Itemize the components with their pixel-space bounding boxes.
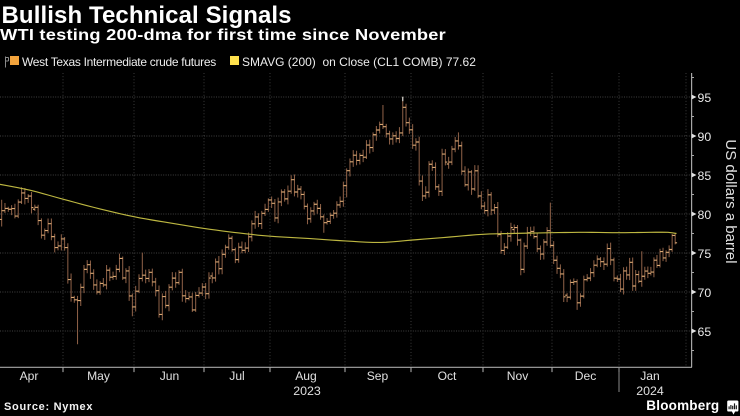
- svg-text:Dec: Dec: [575, 369, 597, 383]
- svg-text:2023: 2023: [293, 384, 321, 398]
- svg-text:May: May: [87, 369, 111, 383]
- svg-text:Nov: Nov: [507, 369, 529, 383]
- svg-text:Oct: Oct: [438, 369, 457, 383]
- svg-text:75: 75: [698, 247, 712, 261]
- svg-text:Jun: Jun: [160, 369, 180, 383]
- svg-text:Sep: Sep: [367, 369, 389, 383]
- svg-text:85: 85: [698, 169, 712, 183]
- svg-text:2024: 2024: [636, 384, 664, 398]
- svg-text:80: 80: [698, 208, 712, 222]
- svg-text:95: 95: [698, 91, 712, 105]
- svg-text:Aug: Aug: [295, 369, 317, 383]
- svg-text:US dollars a barrel: US dollars a barrel: [722, 139, 739, 263]
- svg-text:90: 90: [698, 130, 712, 144]
- svg-text:65: 65: [698, 325, 712, 339]
- svg-text:70: 70: [698, 286, 712, 300]
- svg-text:Jul: Jul: [229, 369, 244, 383]
- svg-text:Jan: Jan: [640, 369, 660, 383]
- svg-text:Apr: Apr: [20, 369, 39, 383]
